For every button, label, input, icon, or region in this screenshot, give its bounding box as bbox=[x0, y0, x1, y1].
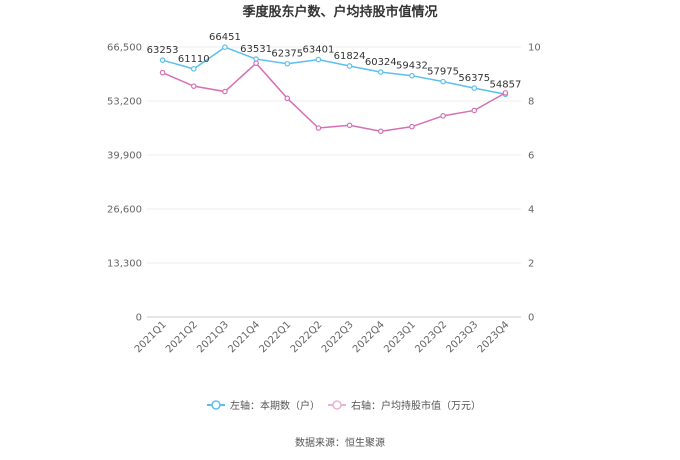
right-axis-ticks: 0 2 4 6 8 10 bbox=[528, 43, 541, 324]
x-axis-tick-label: 2021Q2 bbox=[164, 319, 200, 355]
x-axis-tick-label: 2022Q1 bbox=[258, 319, 294, 355]
x-axis-tick-label: 2022Q3 bbox=[320, 319, 356, 355]
x-axis-tick-label: 2021Q3 bbox=[195, 319, 231, 355]
data-point[interactable] bbox=[471, 85, 478, 91]
data-label: 63401 bbox=[303, 45, 335, 56]
legend-right-label: 右轴：户均持股市值（万元） bbox=[351, 399, 481, 412]
data-point[interactable] bbox=[284, 60, 291, 67]
series-avg-holding-value bbox=[159, 60, 509, 135]
series-line bbox=[162, 46, 506, 96]
data-label: 62375 bbox=[271, 49, 303, 60]
data-label: 54857 bbox=[490, 79, 522, 90]
left-axis-tick-label: 66,500 bbox=[107, 43, 142, 54]
x-axis-tick-label: 2022Q2 bbox=[289, 319, 325, 355]
data-label: 61824 bbox=[334, 51, 366, 62]
legend: 左轴：本期数（户） 右轴：户均持股市值（万元） bbox=[207, 399, 481, 412]
x-axis-tick-label: 2021Q4 bbox=[226, 319, 262, 355]
data-point[interactable] bbox=[409, 72, 415, 79]
right-axis-tick-label: 0 bbox=[528, 313, 534, 324]
data-label: 59432 bbox=[396, 61, 428, 72]
data-point[interactable] bbox=[440, 78, 446, 85]
legend-left-label: 左轴：本期数（户） bbox=[230, 399, 320, 412]
left-axis-ticks: 0 13,300 26,600 39,900 53,200 66,500 bbox=[107, 43, 142, 324]
data-point[interactable] bbox=[159, 69, 166, 76]
data-label: 63531 bbox=[240, 44, 272, 55]
data-point[interactable] bbox=[471, 107, 478, 114]
data-label: 60324 bbox=[365, 57, 397, 68]
legend-right-marker-icon bbox=[332, 400, 342, 410]
data-point[interactable] bbox=[284, 95, 291, 102]
x-axis-tick-label: 2023Q3 bbox=[445, 319, 481, 355]
data-point[interactable] bbox=[346, 122, 353, 129]
data-point[interactable] bbox=[315, 125, 322, 131]
data-label: 66451 bbox=[209, 32, 241, 43]
left-axis-tick-label: 26,600 bbox=[107, 205, 142, 216]
data-point[interactable] bbox=[502, 90, 509, 96]
data-point[interactable] bbox=[409, 123, 415, 130]
x-axis-tick-label: 2023Q2 bbox=[413, 319, 449, 355]
data-point[interactable] bbox=[440, 113, 446, 119]
left-axis-tick-label: 53,200 bbox=[107, 97, 142, 108]
data-point[interactable] bbox=[346, 63, 353, 69]
left-axis-tick-label: 39,900 bbox=[107, 151, 142, 162]
data-point[interactable] bbox=[377, 128, 384, 135]
right-axis-tick-label: 8 bbox=[528, 97, 534, 108]
data-label: 63253 bbox=[147, 45, 179, 56]
data-point[interactable] bbox=[315, 56, 322, 63]
grid-lines bbox=[147, 46, 521, 318]
legend-left-marker-icon bbox=[211, 400, 221, 410]
left-axis-tick-label: 0 bbox=[136, 313, 142, 324]
x-axis-tick-label: 2022Q4 bbox=[351, 319, 387, 355]
source-note: 数据来源：恒生聚源 bbox=[295, 436, 385, 449]
data-point[interactable] bbox=[377, 69, 384, 75]
x-axis-ticks: 2021Q12021Q22021Q32021Q42022Q12022Q22022… bbox=[133, 319, 512, 355]
data-label: 56375 bbox=[458, 73, 490, 84]
x-axis-tick-label: 2023Q4 bbox=[476, 319, 512, 355]
data-point[interactable] bbox=[190, 66, 197, 72]
x-axis-tick-label: 2023Q1 bbox=[382, 319, 418, 355]
data-point[interactable] bbox=[253, 60, 259, 67]
right-axis-tick-label: 4 bbox=[528, 205, 534, 216]
series-line bbox=[162, 62, 506, 133]
chart-title: 季度股东户数、户均持股市值情况 bbox=[241, 4, 437, 20]
right-axis-tick-label: 6 bbox=[528, 151, 534, 162]
x-axis-tick-label: 2021Q1 bbox=[133, 319, 169, 355]
data-label: 61110 bbox=[178, 54, 210, 65]
data-point[interactable] bbox=[222, 44, 228, 50]
data-point[interactable] bbox=[222, 88, 228, 95]
data-label: 57975 bbox=[427, 67, 459, 78]
right-axis-tick-label: 10 bbox=[528, 43, 541, 54]
legend-item-left-series[interactable]: 左轴：本期数（户） bbox=[207, 399, 320, 412]
data-point[interactable] bbox=[159, 57, 166, 63]
left-axis-tick-label: 13,300 bbox=[107, 259, 142, 270]
right-axis-tick-label: 2 bbox=[528, 259, 534, 270]
legend-item-right-series[interactable]: 右轴：户均持股市值（万元） bbox=[328, 399, 481, 412]
data-point[interactable] bbox=[190, 83, 197, 89]
